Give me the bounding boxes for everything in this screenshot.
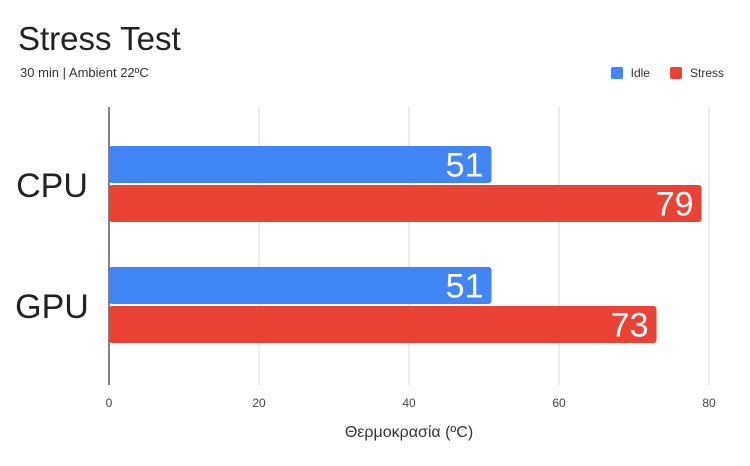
chart-title: Stress Test <box>18 20 181 57</box>
data-label-cpu-stress: 79 <box>656 186 694 224</box>
chart-subtitle: 30 min | Ambient 22ºC <box>20 65 149 80</box>
category-label-gpu: GPU <box>15 288 89 326</box>
bar-cpu-stress <box>109 185 702 222</box>
data-label-gpu-stress: 73 <box>611 307 649 345</box>
legend-swatch-idle <box>610 67 623 79</box>
x-axis-label: Θερμοκρασία (ºC) <box>344 424 474 441</box>
x-tick-label-60: 60 <box>552 396 566 410</box>
category-label-cpu: CPU <box>16 167 88 205</box>
x-tick-label-20: 20 <box>252 396 266 410</box>
chart-legend: Idle Stress <box>591 66 724 80</box>
legend-label-idle: Idle <box>630 66 650 80</box>
x-tick-label-80: 80 <box>702 396 716 410</box>
x-tick-label-40: 40 <box>402 396 416 410</box>
bar-gpu-stress <box>109 306 657 343</box>
data-label-gpu-idle: 51 <box>446 268 484 306</box>
legend-swatch-stress <box>669 67 682 79</box>
bar-gpu-idle <box>109 267 492 304</box>
legend-item-idle: Idle <box>610 66 650 80</box>
data-label-cpu-idle: 51 <box>446 147 484 185</box>
x-tick-label-0: 0 <box>106 396 113 410</box>
legend-item-stress: Stress <box>669 66 724 80</box>
legend-label-stress: Stress <box>689 66 724 80</box>
bar-cpu-idle <box>109 146 492 183</box>
